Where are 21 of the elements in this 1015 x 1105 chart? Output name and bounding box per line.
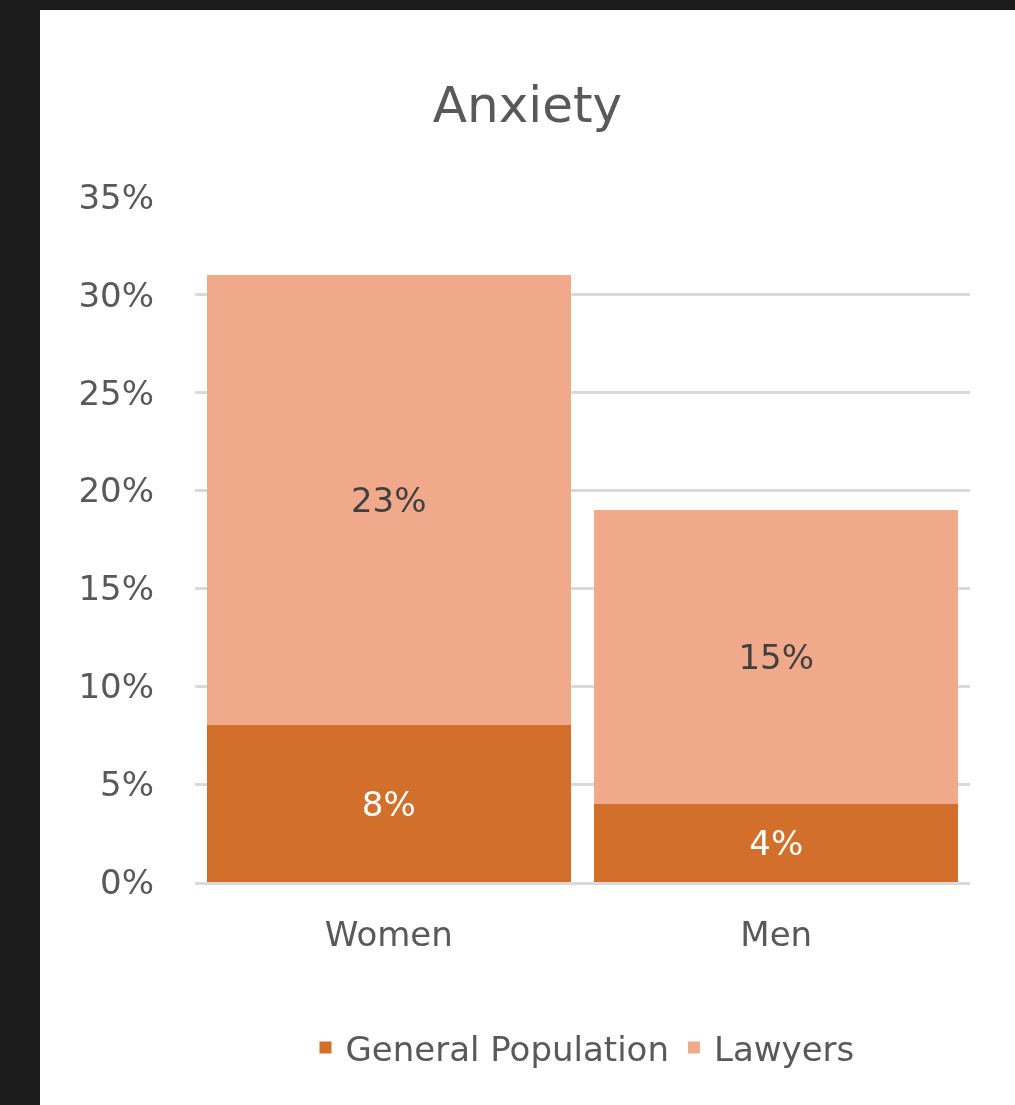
data-label: 15% <box>738 636 815 677</box>
y-tick-label: 30% <box>78 274 154 315</box>
bar <box>206 725 571 882</box>
y-tick-label: 25% <box>78 372 154 413</box>
bar <box>594 803 959 882</box>
data-label: 4% <box>749 822 804 863</box>
legend-label: Lawyers <box>713 1028 855 1069</box>
legend-label: General Population <box>345 1028 669 1069</box>
x-tick-label: Men <box>740 913 813 954</box>
x-tick-label: Women <box>324 913 453 954</box>
data-label: 8% <box>361 783 416 824</box>
bar <box>594 510 959 804</box>
y-tick-label: 35% <box>78 176 154 217</box>
y-tick-label: 20% <box>78 470 154 511</box>
y-tick-label: 10% <box>78 666 154 707</box>
y-tick-label: 5% <box>100 764 154 805</box>
y-tick-label: 15% <box>78 568 154 609</box>
data-label: 23% <box>350 480 427 521</box>
chart-title: Anxiety <box>432 75 623 134</box>
y-tick-label: 0% <box>100 861 154 902</box>
bar <box>206 275 571 726</box>
